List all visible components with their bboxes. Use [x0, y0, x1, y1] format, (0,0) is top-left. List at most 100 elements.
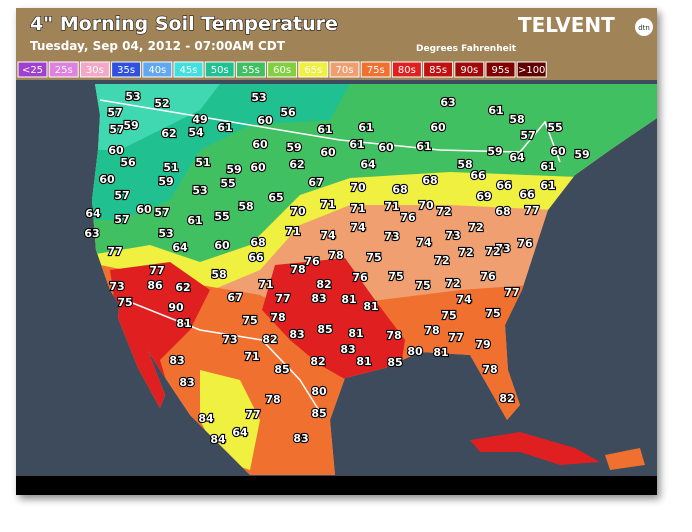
station-temp: 76: [304, 255, 320, 268]
station-temp: 73: [222, 333, 237, 346]
legend-label: 30s: [86, 65, 104, 76]
station-temp: 75: [242, 314, 257, 327]
station-temp: 85: [274, 363, 289, 376]
station-temp: 85: [317, 323, 332, 336]
station-temp: 66: [470, 169, 486, 182]
legend-swatch: [79, 61, 110, 78]
station-temp: 61: [416, 140, 431, 153]
station-temp: 62: [161, 127, 176, 140]
station-temp: 73: [445, 229, 460, 242]
legend-swatch: [360, 61, 391, 78]
station-temp: 63: [440, 96, 455, 109]
station-temp: 61: [540, 160, 555, 173]
station-temp: 74: [350, 221, 366, 234]
station-temp: 81: [348, 327, 363, 340]
station-temp: 57: [109, 123, 124, 136]
station-temp: 77: [245, 408, 260, 421]
legend-label: 55s: [242, 65, 260, 76]
station-temp: 66: [519, 188, 535, 201]
station-temp: 60: [250, 161, 266, 174]
brand-badge: dtn: [638, 24, 650, 32]
station-temp: 85: [311, 407, 326, 420]
station-temp: 81: [341, 293, 356, 306]
legend-label: 50s: [211, 65, 229, 76]
bottom-strip: [16, 476, 657, 495]
title: 4" Morning Soil Temperature: [30, 13, 338, 35]
station-temp: 53: [192, 184, 207, 197]
cuba: [470, 432, 600, 465]
station-temp: 77: [149, 264, 164, 277]
station-temp: 70: [290, 205, 306, 218]
legend-label: 40s: [148, 65, 166, 76]
station-temp: 67: [308, 176, 323, 189]
station-temp: 58: [238, 200, 253, 213]
legend-label: >100: [518, 65, 545, 76]
station-temp: 66: [248, 251, 264, 264]
station-temp: 75: [366, 251, 381, 264]
station-temp: 82: [316, 278, 331, 291]
station-temp: 64: [85, 207, 101, 220]
station-temp: 77: [275, 292, 290, 305]
station-temp: 72: [468, 221, 483, 234]
station-temp: 90: [168, 301, 184, 314]
station-temp: 74: [320, 229, 336, 242]
station-temp: 60: [214, 239, 230, 252]
legend-label: 95s: [492, 65, 510, 76]
station-temp: 74: [456, 293, 472, 306]
station-temp: 61: [488, 104, 503, 117]
station-temp: 78: [270, 311, 285, 324]
station-temp: 76: [352, 271, 368, 284]
station-temp: 59: [574, 148, 589, 161]
legend-label: 65s: [304, 65, 322, 76]
station-temp: 57: [520, 129, 535, 142]
station-temp: 78: [482, 363, 497, 376]
legend-label: 25s: [55, 65, 73, 76]
legend-swatch: [17, 61, 48, 78]
legend-label: 80s: [398, 65, 416, 76]
station-temp: 51: [195, 156, 210, 169]
station-temp: 63: [84, 227, 99, 240]
station-temp: 78: [386, 329, 401, 342]
station-temp: 55: [547, 121, 562, 134]
station-temp: 71: [384, 200, 399, 213]
station-temp: 60: [320, 146, 336, 159]
station-temp: 67: [227, 291, 242, 304]
station-temp: 51: [163, 161, 178, 174]
station-temp: 83: [169, 354, 184, 367]
station-temp: 61: [349, 138, 364, 151]
station-temp: 60: [430, 121, 446, 134]
legend-swatch: [485, 61, 516, 78]
legend-label: <25: [22, 65, 43, 76]
station-temp: 53: [158, 227, 173, 240]
station-temp: 81: [356, 355, 371, 368]
station-temp: 53: [251, 91, 266, 104]
station-temp: 71: [258, 278, 273, 291]
station-temp: 59: [123, 119, 138, 132]
station-temp: 69: [476, 190, 491, 203]
station-temp: 68: [422, 174, 437, 187]
station-temp: 83: [179, 376, 194, 389]
station-temp: 82: [310, 355, 325, 368]
station-temp: 78: [290, 263, 305, 276]
station-temp: 59: [286, 141, 301, 154]
station-temp: 62: [175, 281, 190, 294]
station-temp: 53: [125, 90, 140, 103]
station-temp: 83: [340, 343, 355, 356]
station-temp: 57: [114, 213, 129, 226]
station-temp: 58: [211, 268, 226, 281]
station-temp: 72: [434, 254, 449, 267]
station-temp: 55: [220, 177, 235, 190]
legend-swatch: [142, 61, 173, 78]
legend-swatch: [391, 61, 422, 78]
legend-label: 35s: [117, 65, 135, 76]
station-temp: 56: [120, 156, 136, 169]
station-temp: 59: [487, 145, 502, 158]
station-temp: 61: [540, 179, 555, 192]
station-temp: 64: [509, 151, 525, 164]
legend-swatch: [298, 61, 329, 78]
station-temp: 77: [524, 204, 539, 217]
station-temp: 65: [268, 191, 283, 204]
station-temp: 72: [485, 245, 500, 258]
station-temp: 64: [232, 426, 248, 439]
